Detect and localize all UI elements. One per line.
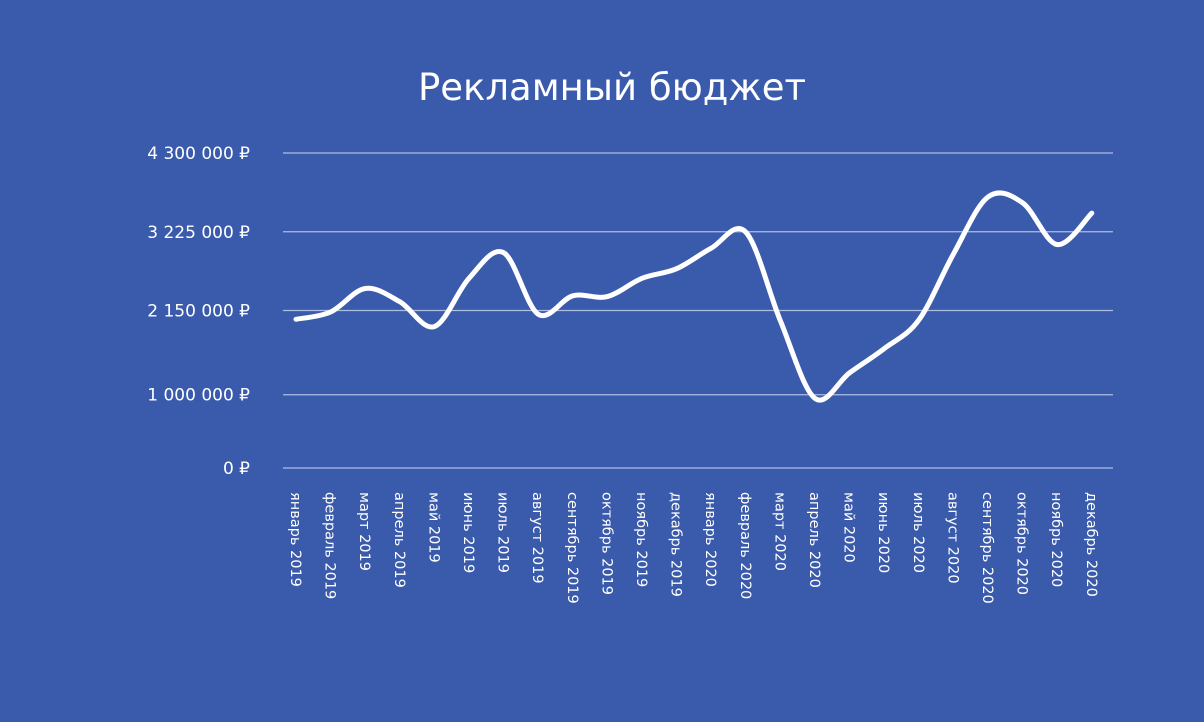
y-tick-label: 2 150 000 ₽ xyxy=(147,302,250,322)
x-tick-label: март 2019 xyxy=(356,492,372,571)
y-tick-label: 0 ₽ xyxy=(223,459,250,479)
x-tick-label: апрель 2019 xyxy=(391,492,407,588)
x-tick-label: февраль 2019 xyxy=(322,492,338,599)
x-tick-label: май 2020 xyxy=(841,492,857,563)
x-tick-label: июнь 2020 xyxy=(875,492,891,573)
x-tick-label: март 2020 xyxy=(771,492,787,571)
x-tick-label: июль 2019 xyxy=(495,492,511,573)
x-tick-label: декабрь 2020 xyxy=(1083,492,1099,597)
x-tick-label: октябрь 2020 xyxy=(1014,492,1030,595)
x-tick-label: июнь 2019 xyxy=(460,492,476,573)
x-tick-label: январь 2020 xyxy=(702,492,718,587)
x-tick-label: апрель 2020 xyxy=(806,492,822,588)
y-axis-ticks: 0 ₽ 1 000 000 ₽ 2 150 000 ₽ 3 225 000 ₽ 4 30… xyxy=(147,144,250,479)
x-tick-label: май 2019 xyxy=(425,492,441,563)
x-tick-label: сентябрь 2020 xyxy=(979,492,995,604)
chart-title: Рекламный бюджет xyxy=(418,66,806,109)
y-tick-label: 4 300 000 ₽ xyxy=(147,144,250,164)
y-tick-label: 1 000 000 ₽ xyxy=(147,386,250,406)
x-tick-label: октябрь 2019 xyxy=(598,492,614,595)
x-tick-label: август 2020 xyxy=(944,492,960,584)
x-tick-label: январь 2019 xyxy=(287,492,303,587)
x-tick-label: ноябрь 2020 xyxy=(1048,492,1064,587)
x-tick-label: июль 2020 xyxy=(910,492,926,573)
gridlines xyxy=(283,152,1113,469)
x-tick-label: февраль 2020 xyxy=(737,492,753,599)
x-tick-label: август 2019 xyxy=(529,492,545,584)
x-tick-label: декабрь 2019 xyxy=(668,492,684,597)
series-line xyxy=(293,190,1095,403)
x-tick-label: сентябрь 2019 xyxy=(564,492,580,604)
x-axis-ticks: январь 2019 февраль 2019 март 2019 апрель 2… xyxy=(287,492,1099,604)
y-tick-label: 3 225 000 ₽ xyxy=(147,223,250,243)
x-tick-label: ноябрь 2019 xyxy=(633,492,649,587)
